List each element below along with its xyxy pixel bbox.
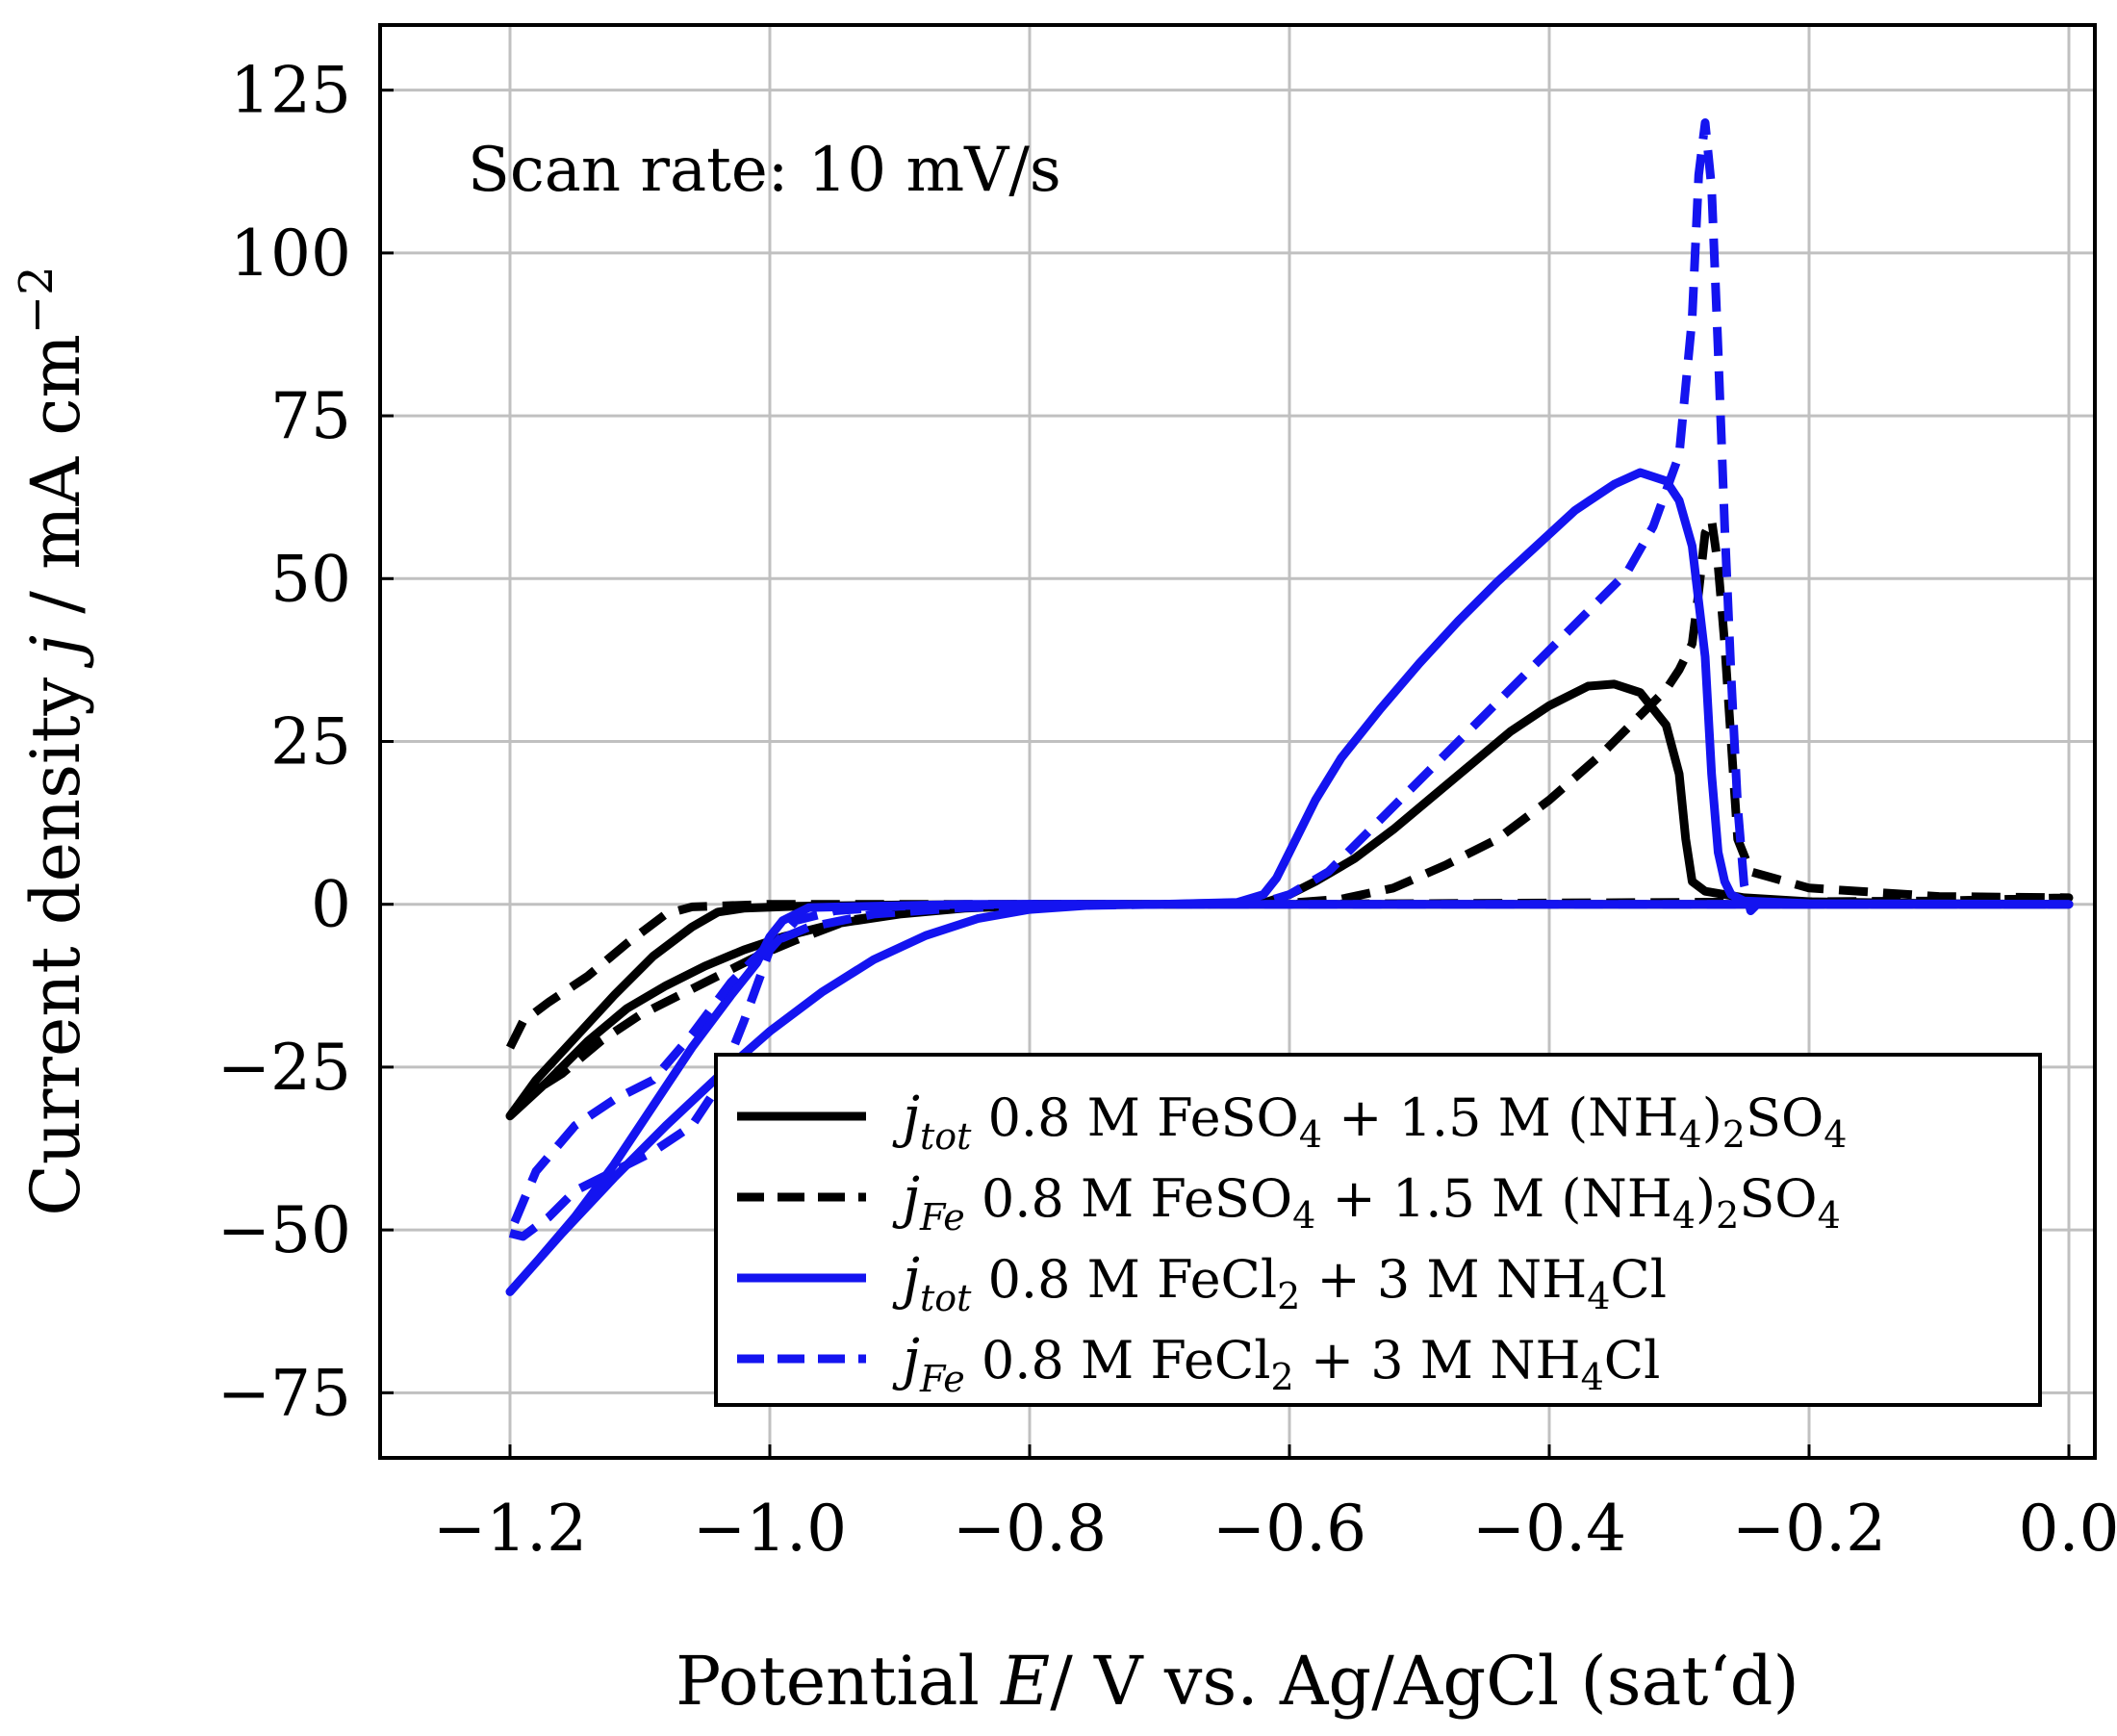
legend-box xyxy=(714,1053,2042,1407)
legend-label-4: jFe 0.8 M FeCl2 + 3 M NH4Cl xyxy=(892,1326,1660,1400)
y-tick-label: −25 xyxy=(217,1031,351,1105)
series-line-3 xyxy=(505,468,2074,1296)
y-tick-label: −75 xyxy=(217,1356,351,1430)
y-tick-label: 50 xyxy=(270,542,351,616)
y-tick-label: 25 xyxy=(270,705,351,779)
x-tick-label: −0.8 xyxy=(953,1492,1107,1566)
x-axis-ticks: −1.2 −1.0 −0.8 −0.6 −0.4 −0.2 0.0 xyxy=(433,1444,2117,1566)
x-axis-label: Potential E/ V vs. Ag/AgCl (sat‘d) xyxy=(676,1642,1799,1721)
x-tick-label: −1.0 xyxy=(693,1492,847,1566)
plot-frame xyxy=(378,23,2097,1460)
legend-label-2: jFe 0.8 M FeSO4 + 1.5 M (NH4)2SO4 xyxy=(892,1164,1841,1238)
y-tick-label: −50 xyxy=(217,1193,351,1267)
x-tick-label: −0.2 xyxy=(1732,1492,1886,1566)
legend-label-1: jtot 0.8 M FeSO4 + 1.5 M (NH4)2SO4 xyxy=(892,1084,1847,1158)
y-axis-label: Current density j / mA cm−2 xyxy=(10,266,95,1215)
y-tick-label: 125 xyxy=(230,54,351,128)
data-series xyxy=(505,118,2074,1296)
y-tick-label: 0 xyxy=(311,868,351,942)
series-line-4 xyxy=(505,118,2074,1241)
y-axis-ticks: −75 −50 −25 0 25 50 75 100 125 xyxy=(217,54,394,1430)
scan-rate-annotation: Scan rate: 10 mV/s xyxy=(468,135,1061,206)
x-tick-label: 0.0 xyxy=(2019,1492,2117,1566)
x-tick-label: −0.4 xyxy=(1472,1492,1626,1566)
x-tick-label: −0.6 xyxy=(1212,1492,1366,1566)
y-tick-label: 75 xyxy=(270,379,351,453)
grid-lines xyxy=(380,25,2095,1458)
x-tick-label: −1.2 xyxy=(433,1492,587,1566)
y-tick-label: 100 xyxy=(230,217,351,291)
